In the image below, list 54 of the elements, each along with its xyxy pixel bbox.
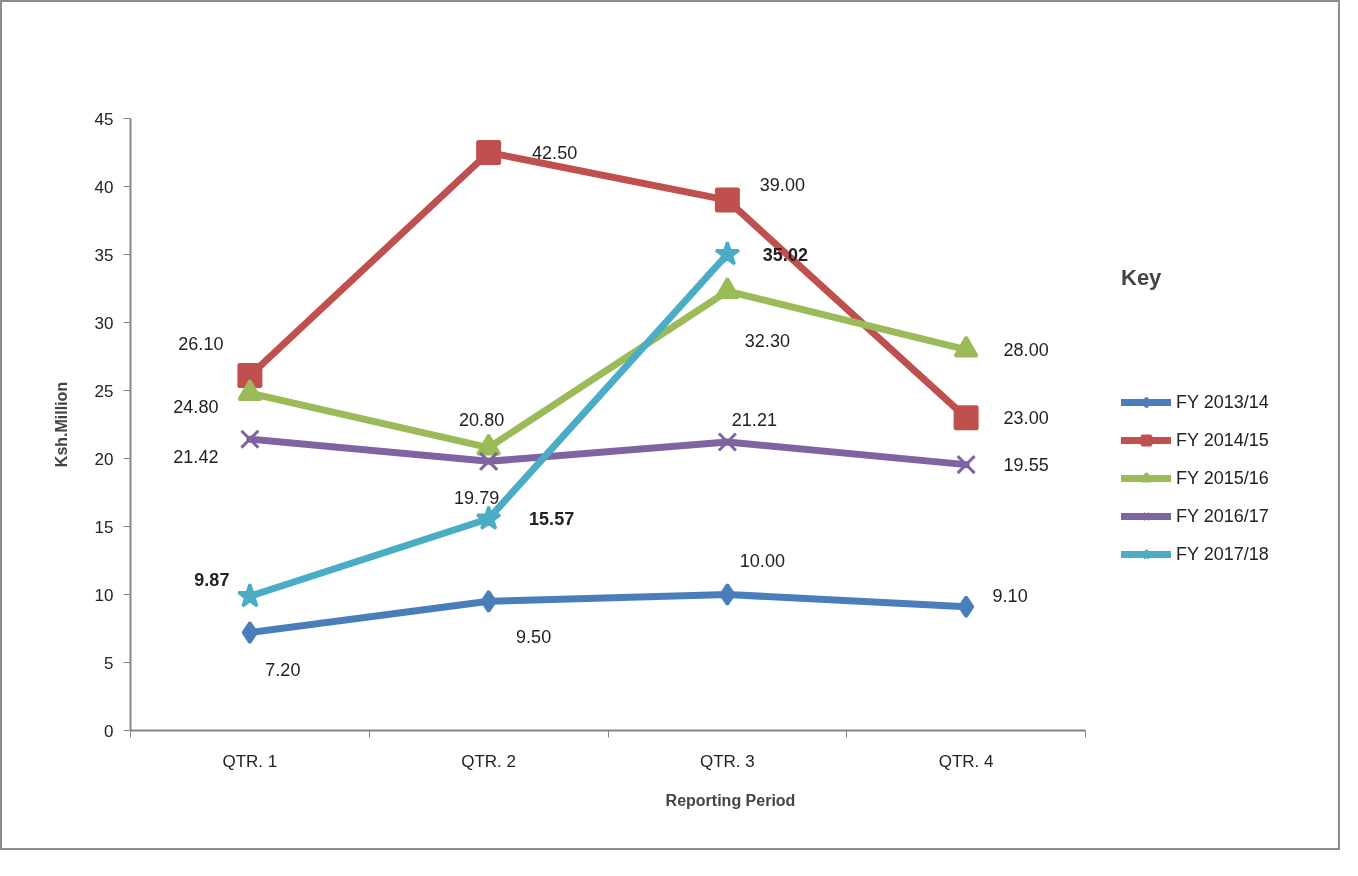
legend-label: FY 2013/14 [1176, 391, 1269, 413]
data-label: 15.57 [529, 509, 575, 530]
point [957, 595, 975, 619]
point [953, 405, 979, 431]
y-tick-label: 5 [104, 653, 114, 673]
point [956, 454, 977, 475]
data-label: 32.30 [744, 330, 790, 351]
point [719, 583, 736, 606]
data-label: 7.20 [265, 660, 301, 681]
data-label: 9.87 [194, 569, 230, 590]
x-axis-title: Reporting Period [665, 791, 796, 809]
y-tick-label: 0 [104, 721, 114, 741]
data-label: 9.10 [992, 586, 1028, 607]
data-label: 23.00 [1003, 408, 1049, 429]
point [478, 451, 499, 472]
y-tick-label: 20 [94, 449, 114, 469]
legend-label: FY 2014/15 [1176, 429, 1269, 451]
data-label: 9.50 [516, 626, 552, 647]
y-tick-label: 10 [94, 585, 114, 605]
point [239, 429, 260, 450]
data-label: 10.00 [739, 551, 785, 571]
y-axis-title: Ksh.Million [52, 381, 70, 468]
data-label: 21.42 [173, 446, 219, 467]
y-tick-label: 15 [94, 517, 114, 537]
x-tick-label: QTR. 4 [938, 751, 994, 771]
y-tick-label: 35 [94, 245, 114, 265]
point [241, 621, 259, 645]
point [475, 505, 502, 530]
y-tick-label: 30 [94, 313, 114, 333]
y-tick-label: 45 [94, 109, 114, 129]
data-label: 24.80 [173, 396, 219, 417]
data-label: 21.21 [731, 409, 777, 430]
data-label: 28.00 [1003, 340, 1049, 361]
y-tick-label: 40 [94, 177, 114, 197]
legend-label: FY 2016/17 [1176, 505, 1269, 527]
y-tick-label: 25 [94, 381, 114, 401]
data-label: 39.00 [759, 174, 805, 195]
x-tick-label: QTR. 1 [222, 751, 278, 771]
x-tick-label: QTR. 2 [461, 751, 517, 771]
point [480, 589, 497, 613]
legend-title: Key [1121, 265, 1163, 291]
point [714, 240, 741, 266]
data-label: 20.80 [459, 410, 505, 431]
data-label: 19.79 [454, 487, 500, 508]
point [717, 432, 738, 453]
point [237, 363, 263, 389]
data-label: 26.10 [178, 334, 224, 355]
data-label: 42.50 [532, 143, 578, 163]
point [714, 187, 740, 213]
data-label: 19.55 [1003, 455, 1049, 476]
x-tick-label: QTR. 3 [699, 751, 755, 771]
legend-label: FY 2015/16 [1176, 467, 1269, 489]
point [476, 140, 502, 165]
legend-label: FY 2017/18 [1176, 543, 1269, 565]
